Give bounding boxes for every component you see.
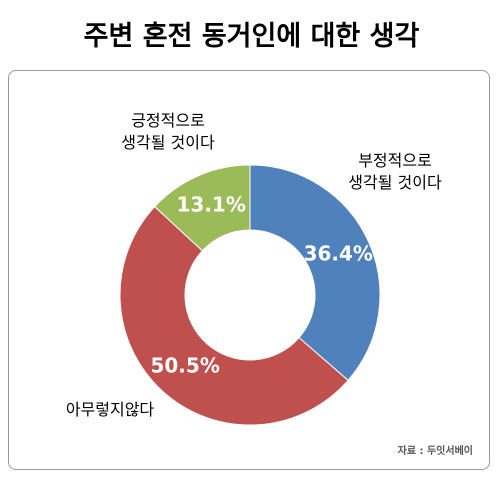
- category-label: 부정적으로 생각될 것이다: [348, 151, 442, 192]
- chart-frame: [8, 70, 490, 470]
- value-label: 50.5%: [150, 354, 219, 378]
- source-note: 자료 : 두잇서베이: [397, 446, 473, 457]
- chart-title: 주변 혼전 동거인에 대한 생각: [83, 21, 420, 52]
- category-label: 아무렇지않다: [65, 400, 155, 419]
- donut-segment: [153, 164, 251, 252]
- donut-segment: [249, 164, 381, 382]
- value-label: 13.1%: [177, 193, 246, 217]
- category-label: 긍정적으로 생각될 것이다: [121, 111, 215, 152]
- donut-segment: [119, 205, 349, 426]
- value-label: 36.4%: [304, 241, 373, 265]
